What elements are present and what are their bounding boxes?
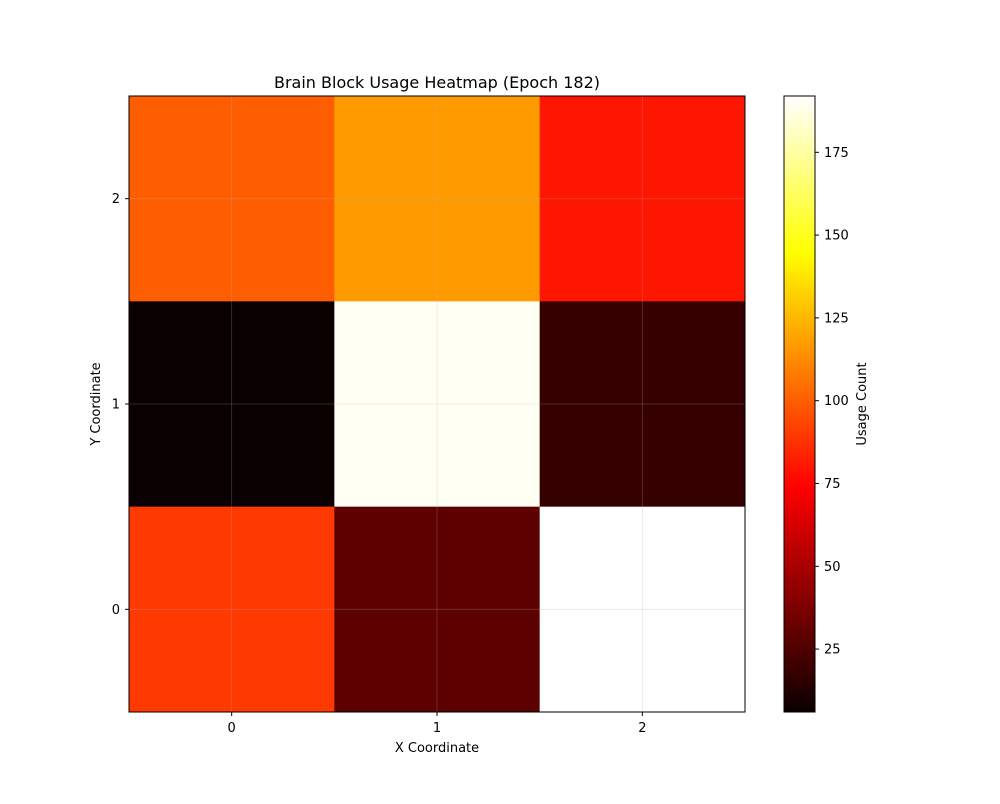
heatmap-cell-x0-y0	[129, 506, 335, 713]
heatmap-cell-x1-y0	[334, 506, 541, 713]
heatmap-cells	[129, 96, 746, 713]
heatmap-cell-x2-y2	[539, 96, 746, 302]
colorbar-label: Usage Count	[855, 362, 870, 445]
y-axis-label: Y Coordinate	[89, 362, 104, 446]
colorbar-ticks: 25 50 75 100 125 150 175	[815, 146, 849, 658]
y-tick-label: 1	[112, 398, 120, 413]
colorbar-tick-label: 100	[824, 394, 849, 409]
heatmap-cell-x0-y1	[129, 301, 335, 508]
x-axis-label: X Coordinate	[395, 741, 479, 756]
colorbar	[783, 95, 816, 713]
colorbar-tick-label: 125	[824, 311, 849, 326]
heatmap-cell-x0-y2	[129, 96, 335, 302]
colorbar-tick-label: 150	[824, 229, 849, 244]
y-tick-label: 2	[112, 192, 120, 207]
colorbar-tick-label: 50	[824, 560, 841, 575]
colorbar-tick-label: 25	[824, 643, 841, 658]
y-axis-ticks: 0 1 2	[112, 192, 129, 618]
x-axis-ticks: 0 1 2	[228, 712, 646, 736]
heatmap-cell-x1-y2	[334, 96, 541, 302]
heatmap-cell-x2-y1	[539, 301, 746, 508]
colorbar-tick-label: 175	[824, 146, 849, 161]
heatmap-cell-x1-y1	[334, 301, 541, 508]
colorbar-tick-label: 75	[824, 477, 841, 492]
x-tick-label: 1	[433, 721, 441, 736]
grid-lines	[129, 96, 745, 712]
y-tick-label: 0	[112, 603, 120, 618]
heatmap-cell-x2-y0	[539, 506, 746, 713]
chart-title: Brain Block Usage Heatmap (Epoch 182)	[274, 73, 600, 92]
x-tick-label: 0	[228, 721, 236, 736]
x-tick-label: 2	[638, 721, 646, 736]
